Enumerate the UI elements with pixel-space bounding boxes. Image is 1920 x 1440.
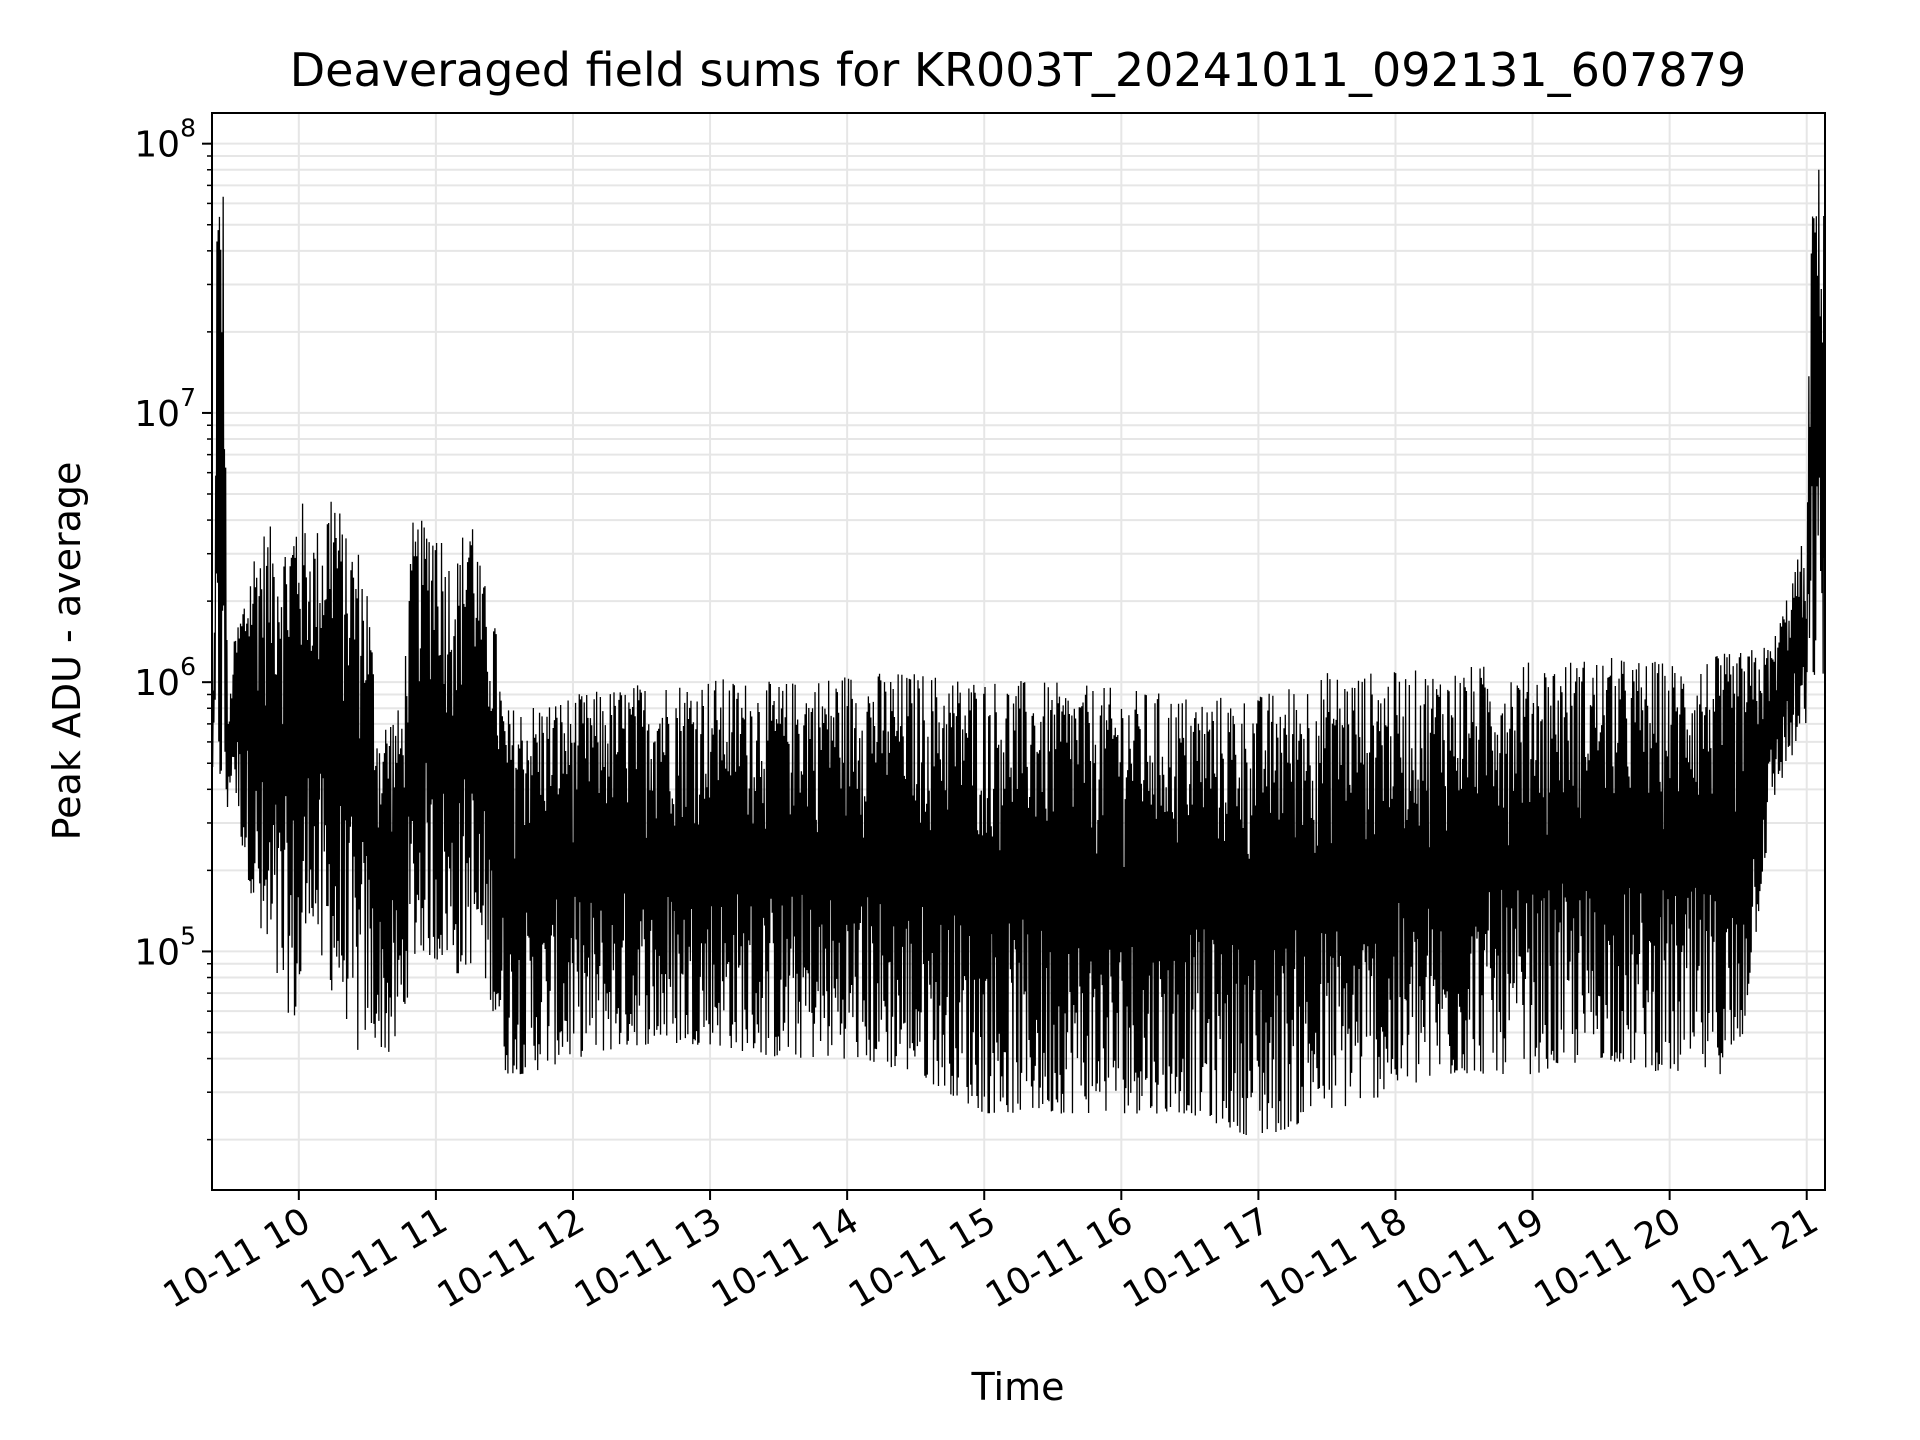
y-axis-label: Peak ADU - average bbox=[45, 462, 89, 841]
y-axis: 105 106 107 108 bbox=[134, 114, 212, 1141]
plot-frame bbox=[211, 112, 1826, 1191]
x-axis-label: Time bbox=[971, 1365, 1065, 1409]
y-tick-label: 107 bbox=[134, 383, 196, 435]
y-tick-label: 105 bbox=[134, 921, 196, 973]
y-tick-label: 106 bbox=[134, 652, 196, 704]
series-peak-adu bbox=[211, 169, 1826, 1135]
y-tick-label: 108 bbox=[134, 114, 196, 166]
plot-area bbox=[211, 112, 1826, 1191]
series-line bbox=[211, 169, 1826, 1135]
chart-title: Deaveraged field sums for KR003T_2024101… bbox=[290, 43, 1746, 97]
